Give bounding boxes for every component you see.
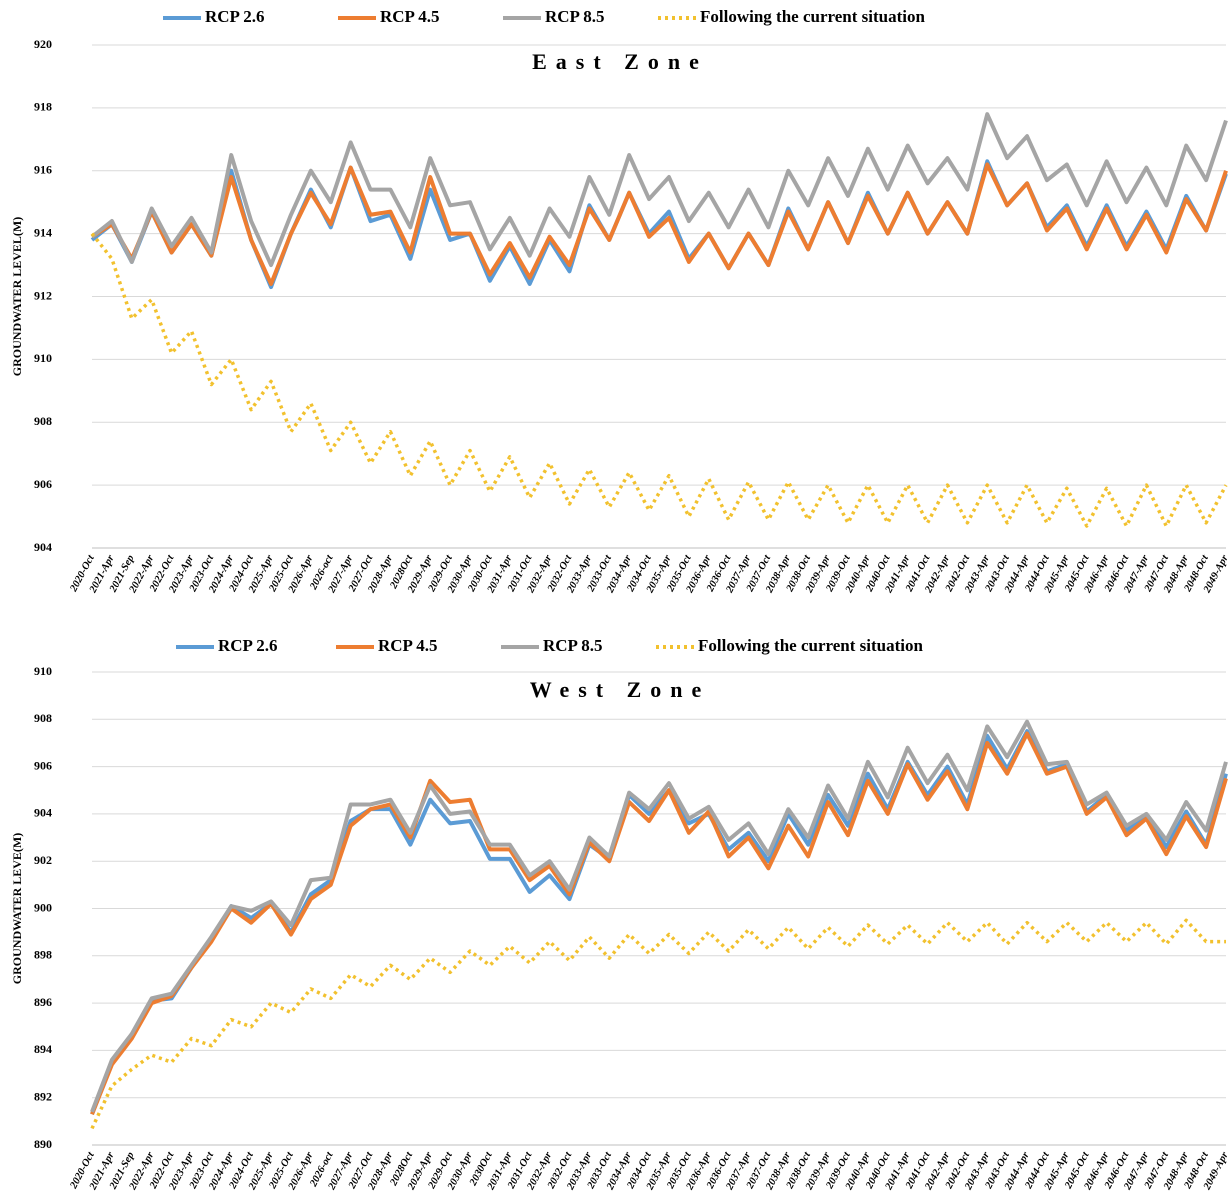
y-tick-label: 896 <box>34 995 52 1009</box>
y-tick-label: 890 <box>34 1137 52 1151</box>
series-line <box>90 729 1228 1115</box>
series-line <box>90 719 1228 1113</box>
y-tick-label: 894 <box>34 1042 52 1056</box>
y-tick-label: 912 <box>34 288 52 302</box>
legend-label: RCP 4.5 <box>378 636 438 655</box>
legend-label: RCP 2.6 <box>218 636 278 655</box>
y-tick-label: 916 <box>34 163 52 177</box>
chart-title: West Zone <box>530 677 711 702</box>
y-tick-label: 904 <box>34 806 52 820</box>
y-tick-label: 910 <box>34 664 52 678</box>
y-tick-label: 904 <box>34 540 52 554</box>
y-tick-label: 900 <box>34 900 52 914</box>
legend-label: RCP 4.5 <box>380 7 440 26</box>
y-tick-label: 920 <box>34 37 52 51</box>
y-tick-label: 918 <box>34 100 52 114</box>
legend-label: RCP 8.5 <box>543 636 603 655</box>
series-line <box>90 918 1226 1130</box>
y-tick-label: 908 <box>34 711 52 725</box>
y-tick-label: 906 <box>34 758 52 772</box>
series-line <box>90 731 1228 1116</box>
y-tick-label: 898 <box>34 948 52 962</box>
series-line <box>90 162 1228 286</box>
legend-label: RCP 2.6 <box>205 7 265 26</box>
y-tick-label: 914 <box>34 225 52 239</box>
legend-label: Following the current situation <box>700 7 925 26</box>
y-tick-label: 910 <box>34 351 52 365</box>
legend-label: RCP 8.5 <box>545 7 605 26</box>
y-tick-label: 908 <box>34 414 52 428</box>
series-line <box>90 232 1228 528</box>
y-tick-label: 902 <box>34 853 52 867</box>
y-axis-label: GROUNDWATER LEVEL(M) <box>10 217 24 376</box>
y-axis-label: GROUNDWATER LEVE(M) <box>10 833 24 984</box>
series-line <box>90 112 1228 268</box>
chart-title: East Zone <box>532 49 708 74</box>
legend-label: Following the current situation <box>698 636 923 655</box>
y-tick-label: 892 <box>34 1089 52 1103</box>
y-tick-label: 906 <box>34 477 52 491</box>
